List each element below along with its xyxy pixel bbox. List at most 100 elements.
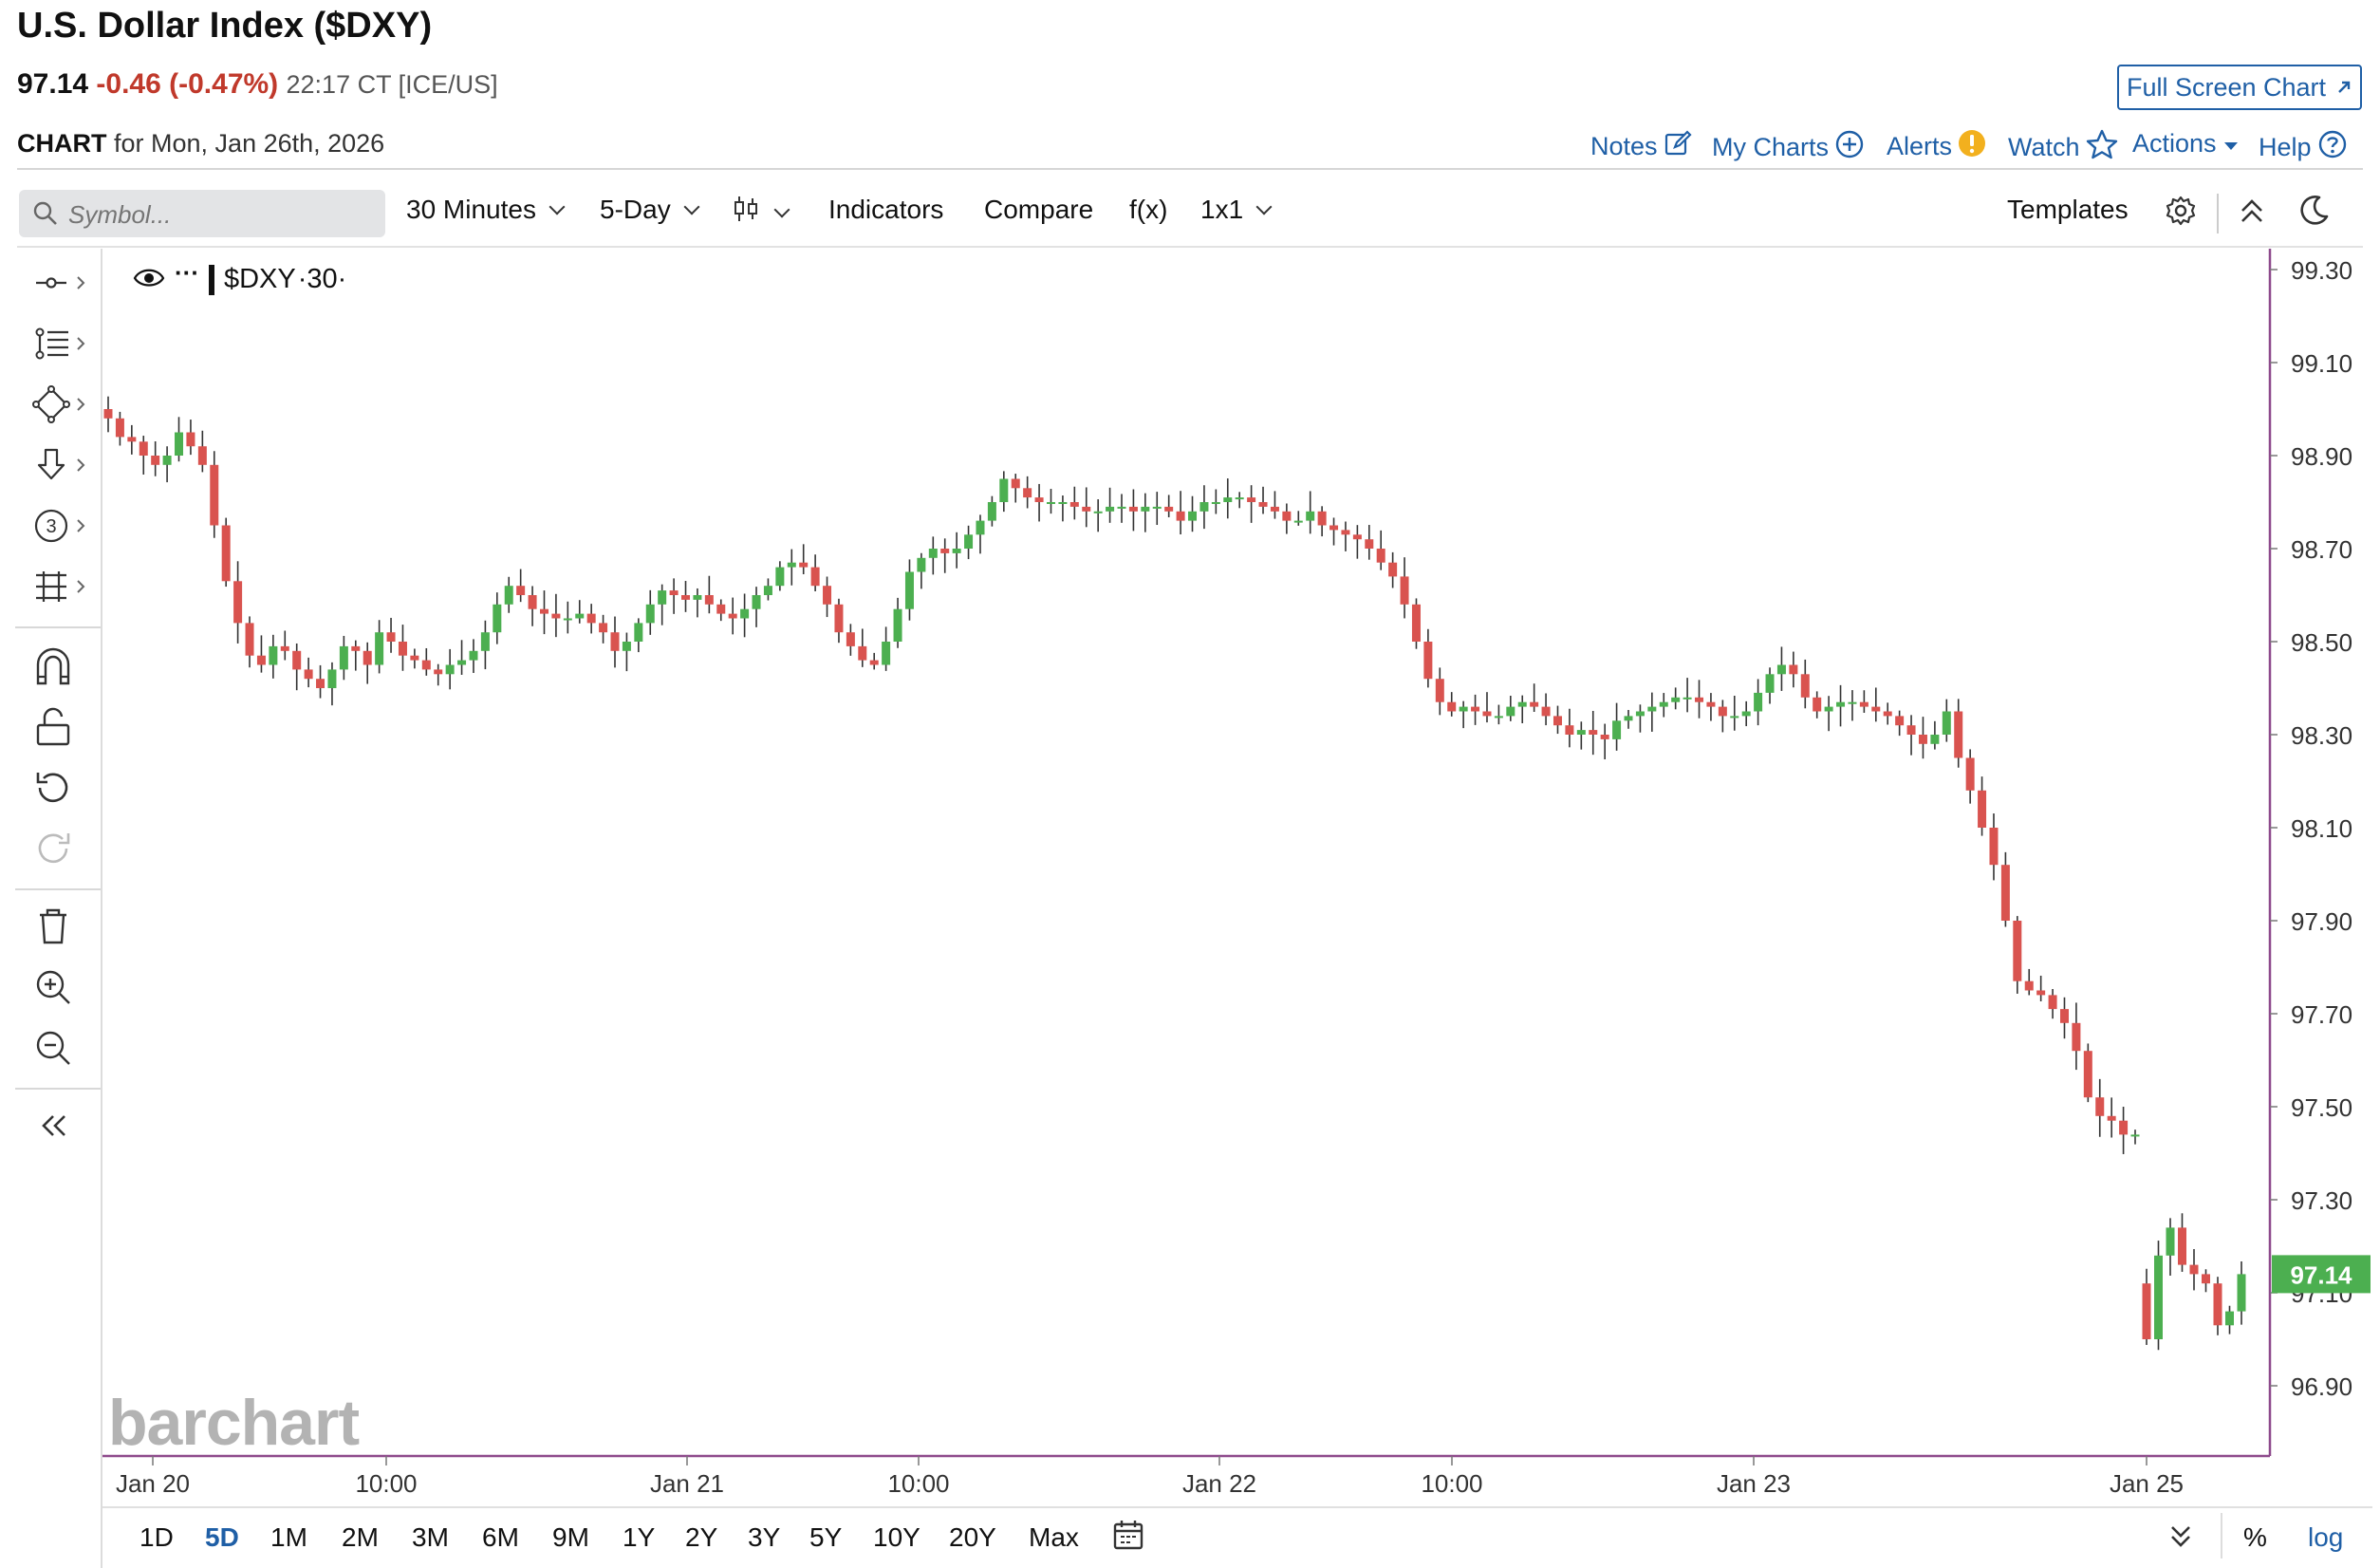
symbol-search[interactable]: [19, 190, 385, 239]
range-button-1y[interactable]: 1Y: [623, 1522, 656, 1552]
candle: [1612, 720, 1622, 739]
candle: [904, 571, 914, 609]
collapse-toolbar-button[interactable]: [32, 1105, 93, 1150]
range-button-5y[interactable]: 5Y: [809, 1522, 843, 1552]
undo-button[interactable]: [32, 767, 93, 812]
candle: [1141, 506, 1150, 512]
lock-button[interactable]: [32, 706, 93, 752]
symbol-search-input[interactable]: [66, 190, 374, 239]
arrow-tool-button[interactable]: [32, 444, 93, 490]
candle-late: [2237, 1274, 2246, 1312]
edit-icon: [1664, 129, 1692, 164]
help-link[interactable]: Help: [2259, 129, 2348, 166]
interval-dropdown[interactable]: 30 Minutes: [406, 195, 566, 225]
redo-button[interactable]: [32, 828, 93, 873]
candle: [1471, 706, 1480, 712]
candle: [1530, 701, 1539, 707]
candle-late: [2189, 1264, 2199, 1275]
range-button-9m[interactable]: 9M: [552, 1522, 589, 1552]
settings-gear-icon[interactable]: [2164, 194, 2198, 233]
indicators-button[interactable]: Indicators: [828, 195, 944, 224]
candle: [799, 562, 809, 568]
function-button[interactable]: f(x): [1129, 195, 1168, 224]
candle: [940, 549, 950, 553]
x-tick-label: Jan 25: [2110, 1469, 2184, 1498]
range-button-3m[interactable]: 3M: [412, 1522, 449, 1552]
candle: [280, 645, 289, 651]
range-button-1m[interactable]: 1M: [270, 1522, 307, 1552]
candle: [846, 632, 855, 646]
candle: [1871, 706, 1881, 712]
candle: [151, 456, 160, 465]
candle: [610, 632, 620, 651]
shape-tool-button[interactable]: [32, 383, 93, 429]
y-tick-label: 98.50: [2291, 628, 2352, 657]
candle: [716, 604, 726, 614]
period-dropdown[interactable]: 5-Day: [600, 195, 700, 225]
y-tick-label: 99.30: [2291, 256, 2352, 285]
series-color-swatch: [208, 264, 214, 295]
range-bar-separator: [2221, 1513, 2222, 1559]
candle: [1494, 716, 1503, 719]
candle: [1211, 502, 1220, 504]
candle: [858, 645, 867, 661]
double-chevron-left-icon: [32, 1105, 74, 1151]
full-screen-chart-button[interactable]: Full Screen Chart: [2117, 65, 2362, 110]
range-button-20y[interactable]: 20Y: [949, 1522, 996, 1552]
layout-dropdown[interactable]: 1x1: [1200, 195, 1273, 225]
candle: [434, 669, 443, 675]
range-button-2y[interactable]: 2Y: [685, 1522, 718, 1552]
annotation-tool-button[interactable]: 3: [32, 505, 93, 551]
zoom-in-button[interactable]: [32, 966, 93, 1012]
range-button-3y[interactable]: 3Y: [748, 1522, 781, 1552]
candle: [869, 660, 879, 665]
range-bar-divider: [102, 1506, 2372, 1508]
chart-type-dropdown[interactable]: [733, 195, 790, 230]
range-button-1d[interactable]: 1D: [139, 1522, 174, 1552]
svg-text:3: 3: [46, 516, 56, 537]
candle: [2059, 1009, 2069, 1023]
zoom-out-button[interactable]: [32, 1027, 93, 1073]
my-charts-link[interactable]: My Charts: [1712, 129, 1865, 166]
line-tool-button[interactable]: [32, 262, 93, 308]
compare-button[interactable]: Compare: [984, 195, 1094, 224]
dark-mode-moon-icon[interactable]: [2296, 194, 2331, 233]
candle: [256, 655, 266, 665]
eye-icon[interactable]: [133, 264, 165, 295]
candle: [1317, 511, 1327, 526]
range-button-5d[interactable]: 5D: [205, 1522, 239, 1552]
candle: [1906, 725, 1916, 735]
notes-link[interactable]: Notes: [1590, 129, 1692, 164]
calendar-icon[interactable]: [1112, 1519, 1144, 1556]
fib-tool-button[interactable]: [32, 323, 93, 368]
log-scale-button[interactable]: log: [2308, 1522, 2344, 1552]
candle: [162, 456, 172, 465]
collapse-up-icon[interactable]: [2238, 196, 2266, 233]
templates-button[interactable]: Templates: [2007, 195, 2129, 224]
range-button-6m[interactable]: 6M: [482, 1522, 519, 1552]
y-tick-label: 98.70: [2291, 535, 2352, 564]
x-tick-label: Jan 20: [116, 1469, 190, 1498]
range-button-10y[interactable]: 10Y: [873, 1522, 920, 1552]
price-chart[interactable]: 99.30 99.10 98.90 98.70 98.50 98.30 98.10 97.90…: [0, 0, 2380, 1507]
candle: [1376, 549, 1385, 563]
candle: [1164, 506, 1174, 512]
actions-menu[interactable]: Actions: [2132, 129, 2240, 159]
alerts-link[interactable]: Alerts: [1887, 129, 1986, 164]
percent-scale-button[interactable]: %: [2243, 1522, 2267, 1552]
range-button-2m[interactable]: 2M: [342, 1522, 379, 1552]
candle: [1011, 478, 1020, 489]
candle: [327, 669, 337, 688]
measure-tool-button[interactable]: [32, 566, 93, 611]
magnet-button[interactable]: [32, 645, 93, 691]
watch-link[interactable]: Watch: [2008, 129, 2118, 166]
candle: [1058, 502, 1068, 504]
more-dots-icon[interactable]: ···: [175, 258, 199, 287]
arrow-down-icon: [32, 446, 89, 489]
expand-down-icon[interactable]: [2167, 1522, 2194, 1556]
candle: [928, 549, 938, 558]
range-button-max[interactable]: Max: [1029, 1522, 1079, 1552]
candle: [1365, 539, 1374, 549]
candle: [1671, 697, 1681, 702]
delete-button[interactable]: [32, 905, 93, 951]
